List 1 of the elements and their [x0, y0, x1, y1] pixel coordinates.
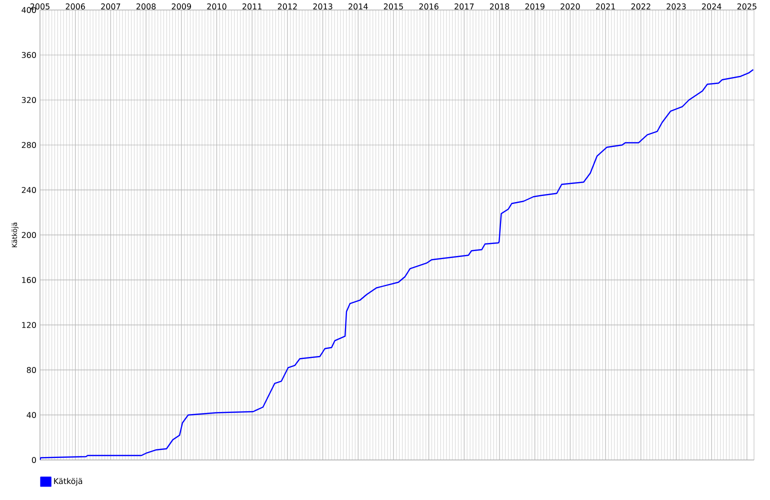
line-series [40, 69, 754, 460]
